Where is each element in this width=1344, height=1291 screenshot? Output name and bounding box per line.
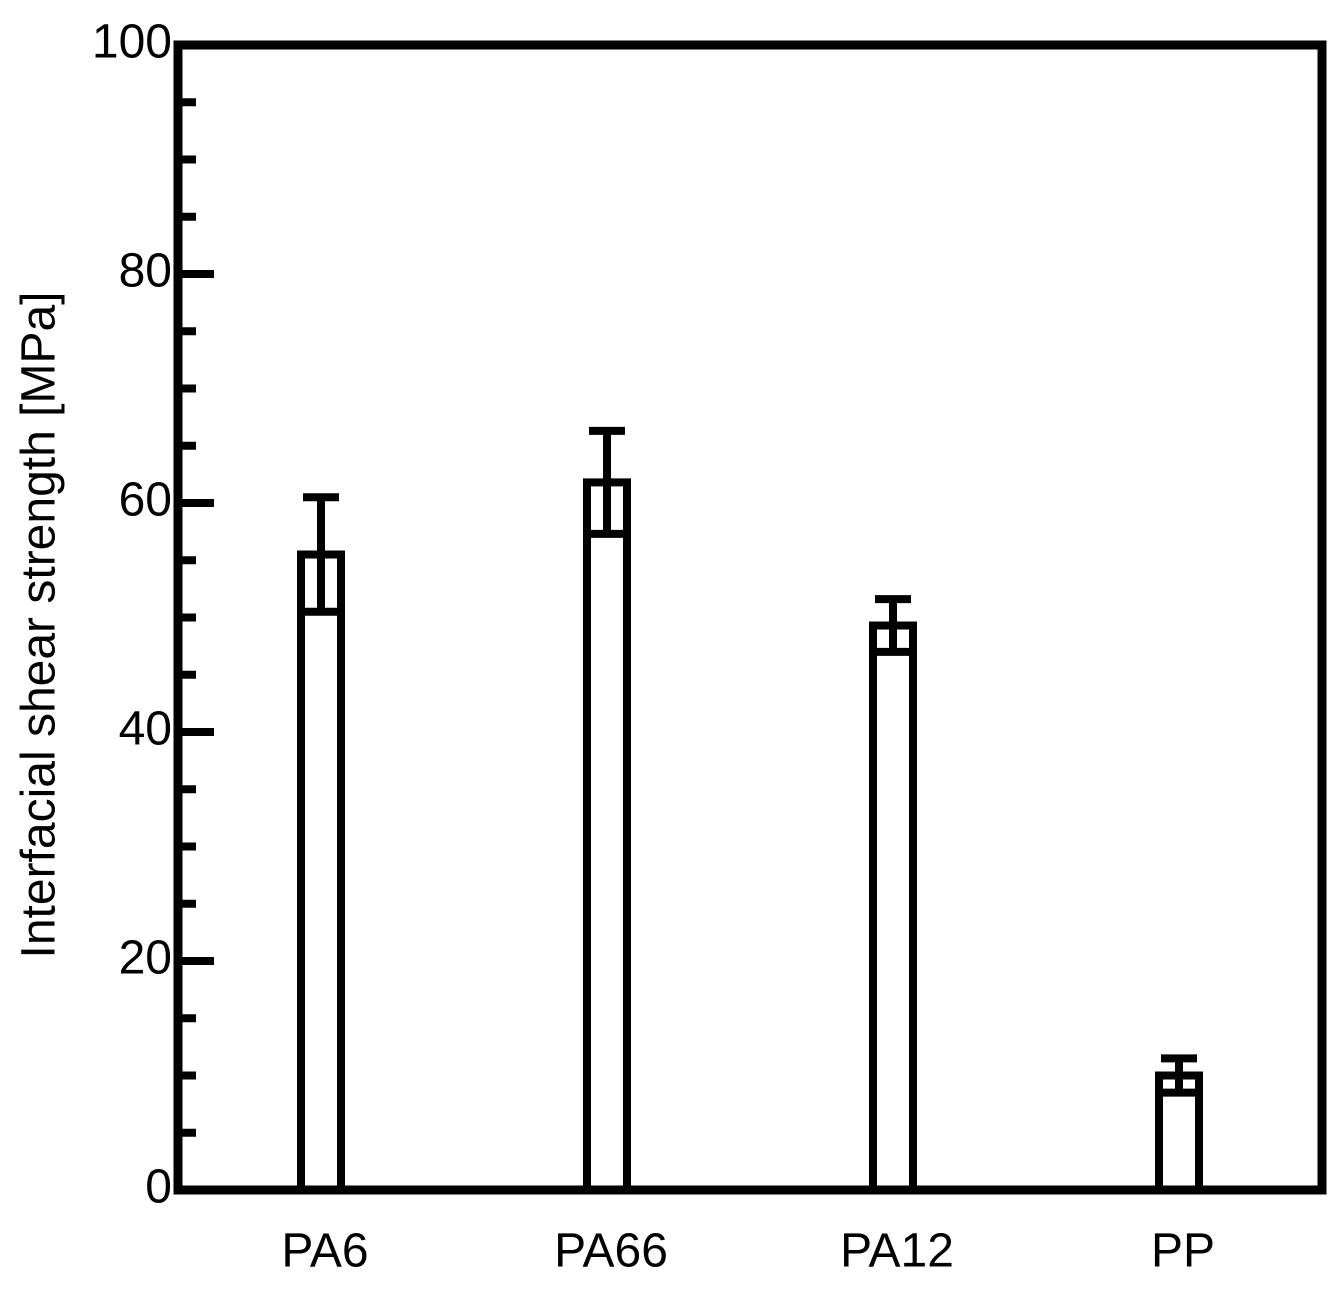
error-bar (589, 426, 625, 538)
x-tick-label: PA66 (554, 1225, 668, 1278)
y-tick-label: 40 (119, 703, 172, 756)
y-tick-label: 60 (119, 474, 172, 527)
error-bar (303, 493, 339, 616)
y-tick-label: 0 (145, 1161, 172, 1214)
x-tick-label: PA6 (281, 1225, 368, 1278)
x-tick-label: PA12 (840, 1225, 954, 1278)
error-bar (1161, 1054, 1197, 1097)
plot-frame (173, 40, 1327, 1195)
y-tick-label: 20 (119, 932, 172, 985)
bar (583, 478, 631, 1194)
bar (297, 550, 345, 1194)
y-axis-title: Interfacial shear strength [MPa] (13, 292, 66, 959)
bar (869, 621, 917, 1194)
y-tick-label: 80 (119, 245, 172, 298)
x-tick-label: PP (1151, 1225, 1215, 1278)
error-bar (875, 595, 911, 656)
y-tick-label: 100 (92, 16, 172, 69)
